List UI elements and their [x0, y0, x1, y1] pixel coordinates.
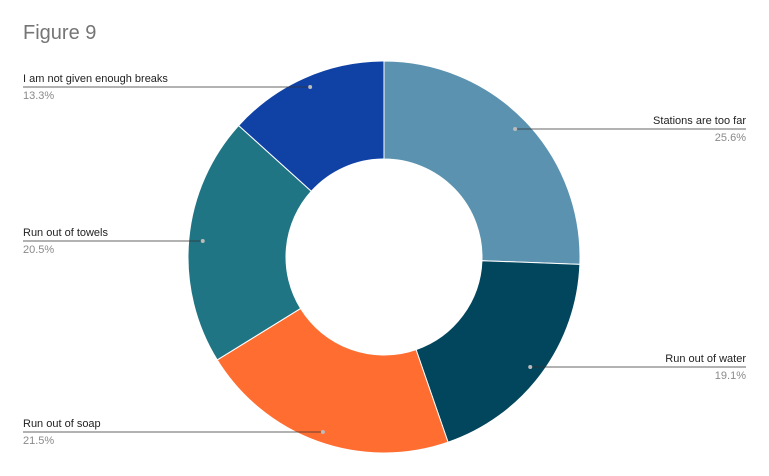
- slice-label-run-out-of-soap: Run out of soap: [23, 418, 101, 430]
- slice-label-run-out-of-water: Run out of water: [665, 353, 746, 365]
- slice-run-out-of-towels[interactable]: [187, 124, 313, 361]
- slice-i-am-not-given-enough-breaks[interactable]: [237, 60, 385, 192]
- leader-dot-run-out-of-water: [528, 365, 533, 369]
- slice-run-out-of-soap[interactable]: [216, 307, 449, 454]
- slice-value-run-out-of-water: 19.1%: [715, 370, 746, 382]
- chart-title: Figure 9: [23, 22, 97, 44]
- slice-label-i-am-not-given-enough-breaks: I am not given enough breaks: [23, 73, 168, 85]
- leader-dot-stations-are-too-far: [513, 127, 518, 131]
- slice-value-run-out-of-soap: 21.5%: [23, 435, 54, 447]
- slice-value-i-am-not-given-enough-breaks: 13.3%: [23, 90, 54, 102]
- leader-dot-run-out-of-towels: [200, 239, 205, 243]
- leader-dot-i-am-not-given-enough-breaks: [308, 85, 313, 89]
- slice-value-run-out-of-towels: 20.5%: [23, 244, 54, 256]
- leader-dot-run-out-of-soap: [320, 430, 325, 434]
- slice-label-stations-are-too-far: Stations are too far: [653, 115, 746, 127]
- slice-run-out-of-water[interactable]: [415, 260, 581, 443]
- slice-label-run-out-of-towels: Run out of towels: [23, 227, 108, 239]
- slice-stations-are-too-far[interactable]: [383, 60, 581, 265]
- slice-value-stations-are-too-far: 25.6%: [715, 132, 746, 144]
